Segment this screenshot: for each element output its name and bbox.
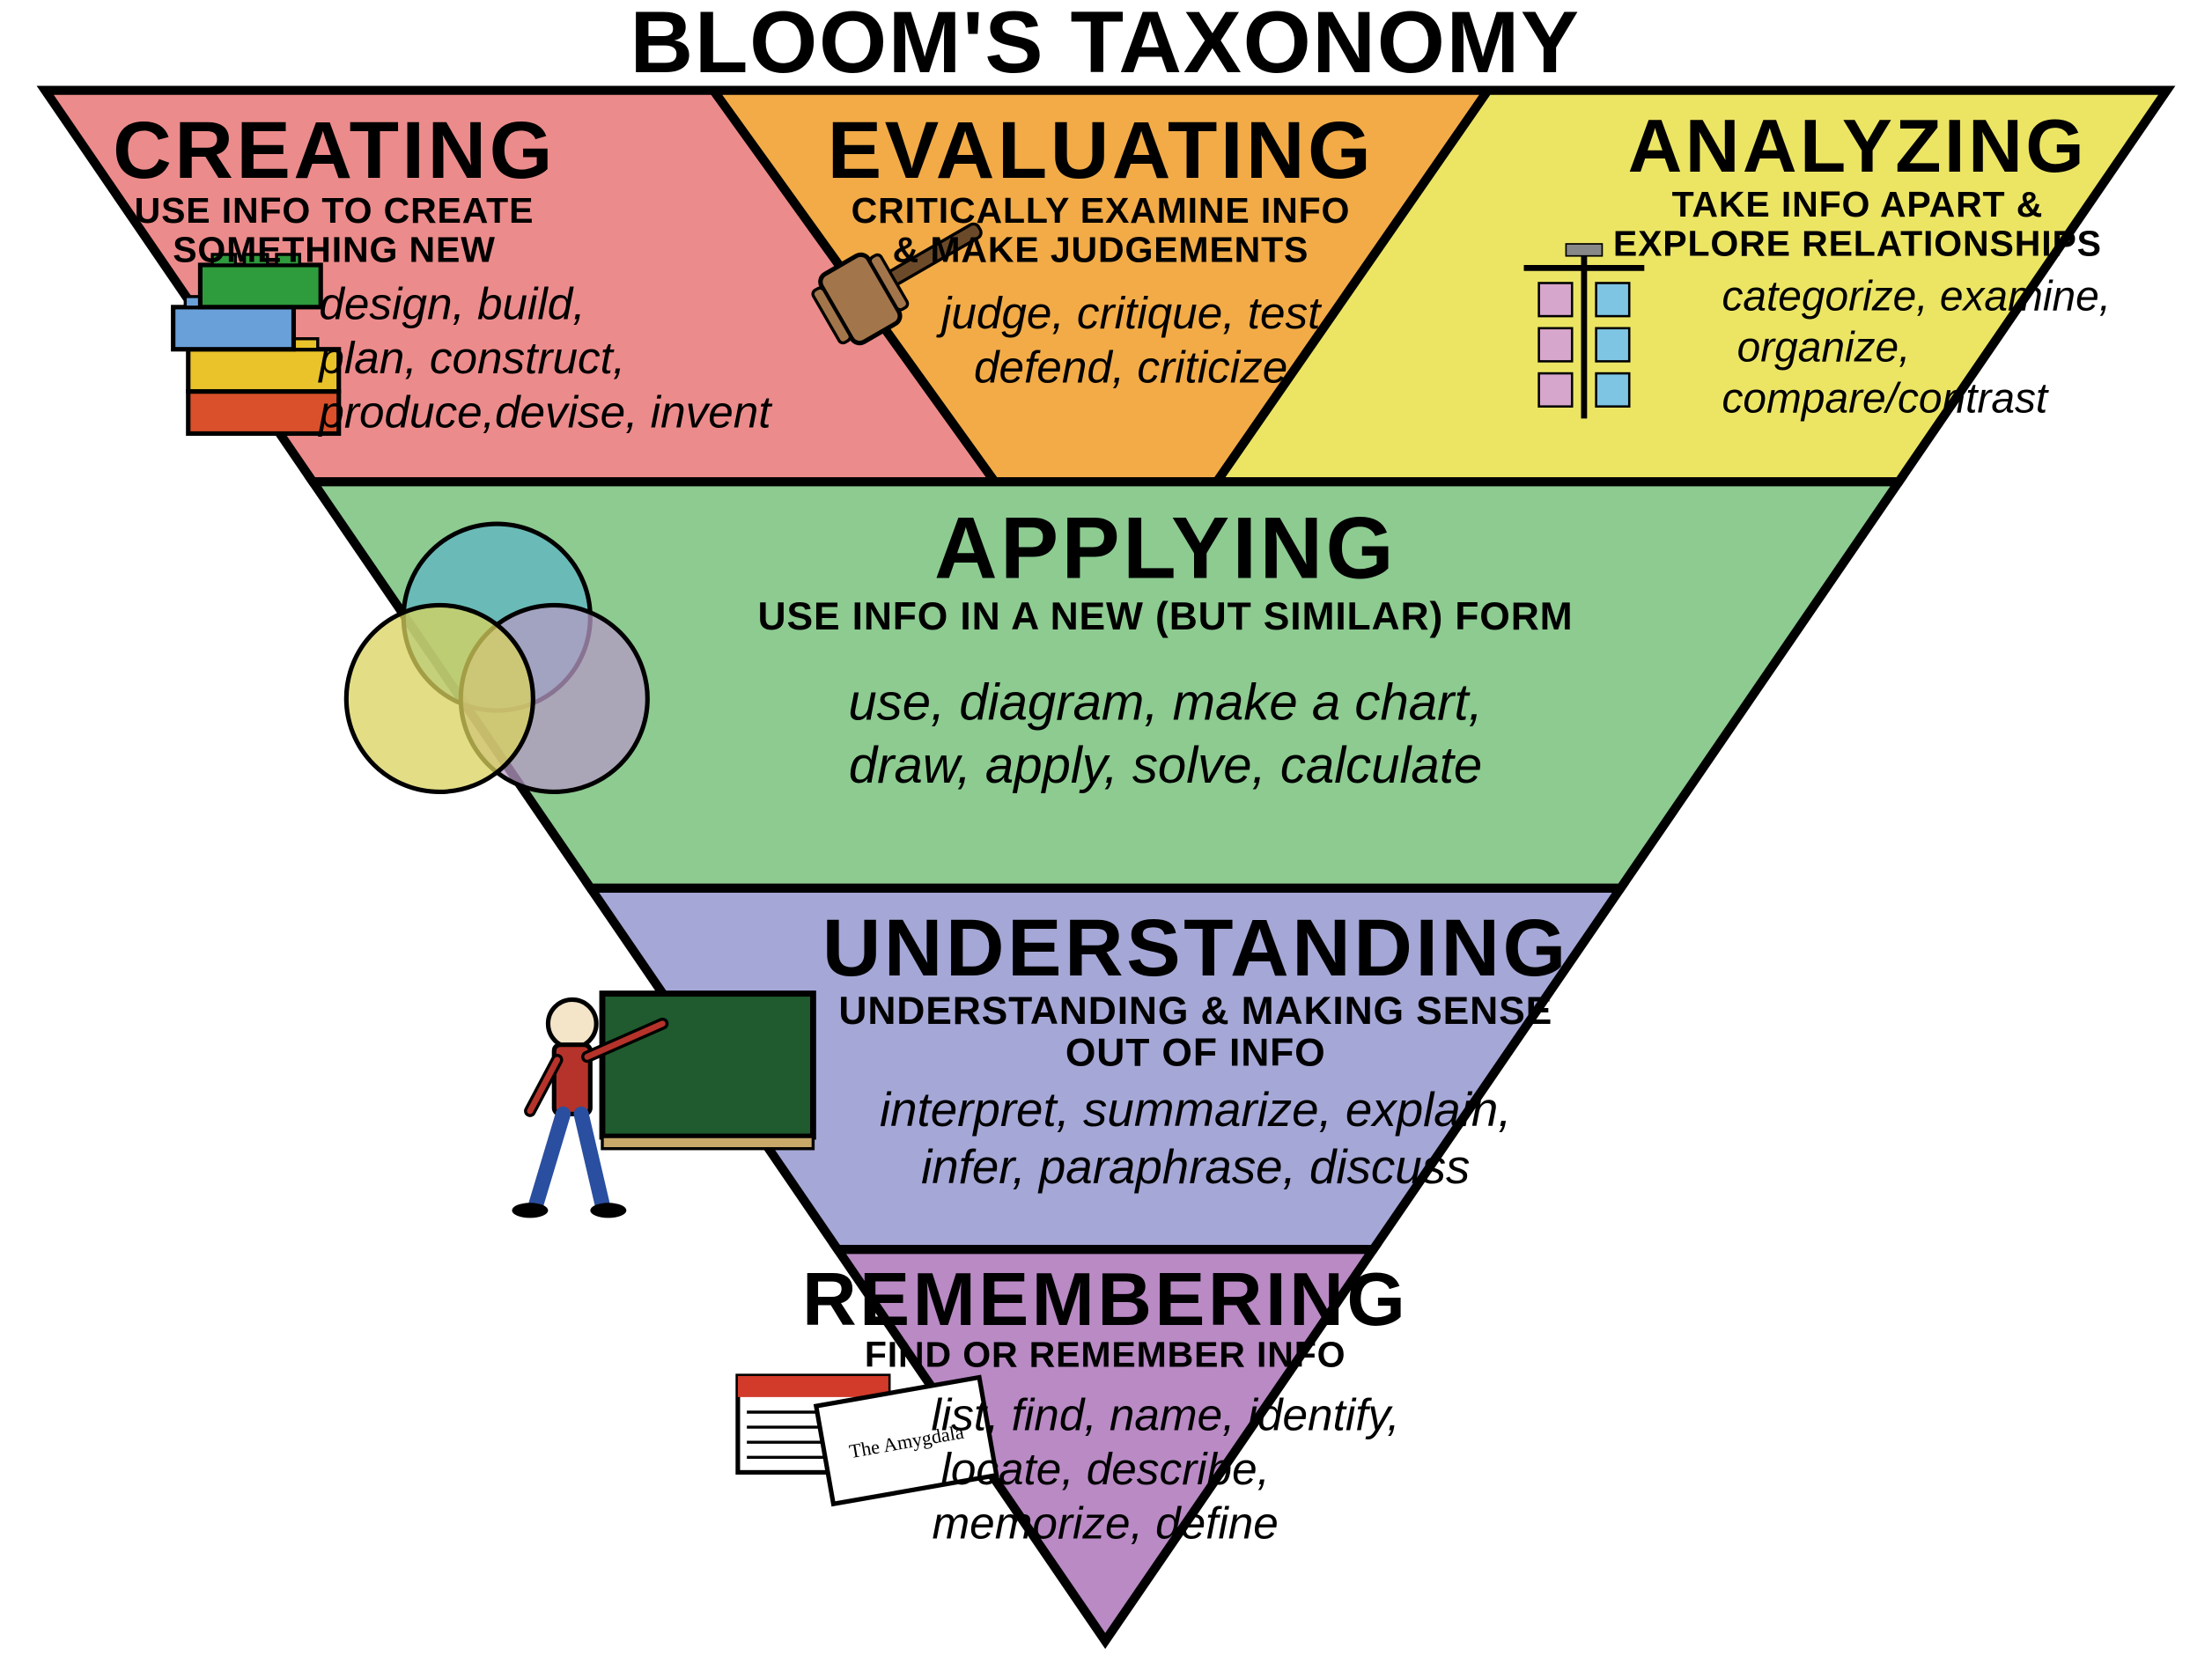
title-understanding: UNDERSTANDING xyxy=(822,902,1569,993)
svg-text:plan, construct,: plan, construct, xyxy=(317,333,625,383)
svg-text:infer, paraphrase, discuss: infer, paraphrase, discuss xyxy=(921,1139,1470,1194)
svg-text:organize,: organize, xyxy=(1737,324,1911,371)
verbs-remembering: list, find, name, identify, xyxy=(932,1389,1400,1439)
grid-icon xyxy=(1524,244,1645,418)
svg-text:compare/contrast: compare/contrast xyxy=(1722,376,2048,423)
title-analyzing: ANALYZING xyxy=(1628,105,2088,188)
subtitle-creating: USE INFO TO CREATE xyxy=(135,190,535,231)
verbs-creating: design, build, xyxy=(319,279,585,329)
subtitle-understanding: UNDERSTANDING & MAKING SENSE xyxy=(838,990,1552,1033)
lego-icon xyxy=(173,254,339,433)
title-applying: APPLYING xyxy=(934,500,1397,598)
verbs-analyzing: categorize, examine, xyxy=(1722,273,2111,320)
svg-text:draw, apply, solve, calculate: draw, apply, solve, calculate xyxy=(849,737,1482,794)
svg-text:produce,devise, invent: produce,devise, invent xyxy=(317,387,773,438)
svg-text:memorize, define: memorize, define xyxy=(932,1498,1278,1549)
title-evaluating: EVALUATING xyxy=(828,104,1375,195)
svg-text:& MAKE JUDGEMENTS: & MAKE JUDGEMENTS xyxy=(893,230,1309,270)
verbs-evaluating: judge, critique, test xyxy=(936,288,1323,338)
svg-text:OUT OF INFO: OUT OF INFO xyxy=(1065,1032,1326,1075)
subtitle-remembering: FIND OR REMEMBER INFO xyxy=(865,1335,1346,1375)
title-remembering: REMEMBERING xyxy=(802,1258,1408,1342)
verbs-applying: use, diagram, make a chart, xyxy=(848,673,1482,731)
svg-text:defend, criticize: defend, criticize xyxy=(974,342,1287,392)
title-creating: CREATING xyxy=(113,104,556,195)
blooms-taxonomy-diagram: BLOOM'S TAXONOMY The Amygdala CREATINGUS… xyxy=(0,0,2212,1656)
teacher-icon xyxy=(512,994,813,1218)
svg-text:locate, describe,: locate, describe, xyxy=(940,1444,1269,1494)
svg-text:SOMETHING NEW: SOMETHING NEW xyxy=(173,230,496,270)
svg-text:EXPLORE RELATIONSHIPS: EXPLORE RELATIONSHIPS xyxy=(1613,224,2102,264)
subtitle-evaluating: CRITICALLY EXAMINE INFO xyxy=(852,190,1351,231)
verbs-understanding: interpret, summarize, explain, xyxy=(880,1082,1511,1137)
subtitle-analyzing: TAKE INFO APART & xyxy=(1672,184,2044,224)
page-title: BLOOM'S TAXONOMY xyxy=(630,0,1581,92)
subtitle-applying: USE INFO IN A NEW (BUT SIMILAR) FORM xyxy=(758,595,1574,638)
